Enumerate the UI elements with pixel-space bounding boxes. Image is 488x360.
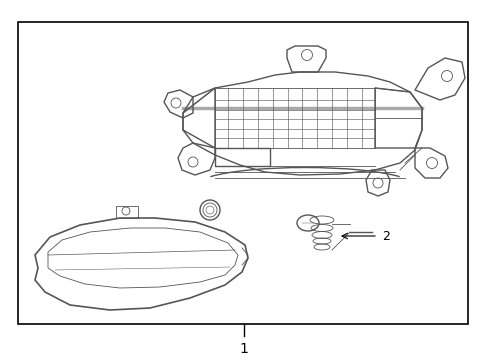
Bar [215, 148, 269, 166]
Text: 1: 1 [239, 342, 248, 356]
Bar [116, 206, 138, 218]
Bar [18, 22, 467, 324]
Text: 2: 2 [381, 230, 389, 243]
